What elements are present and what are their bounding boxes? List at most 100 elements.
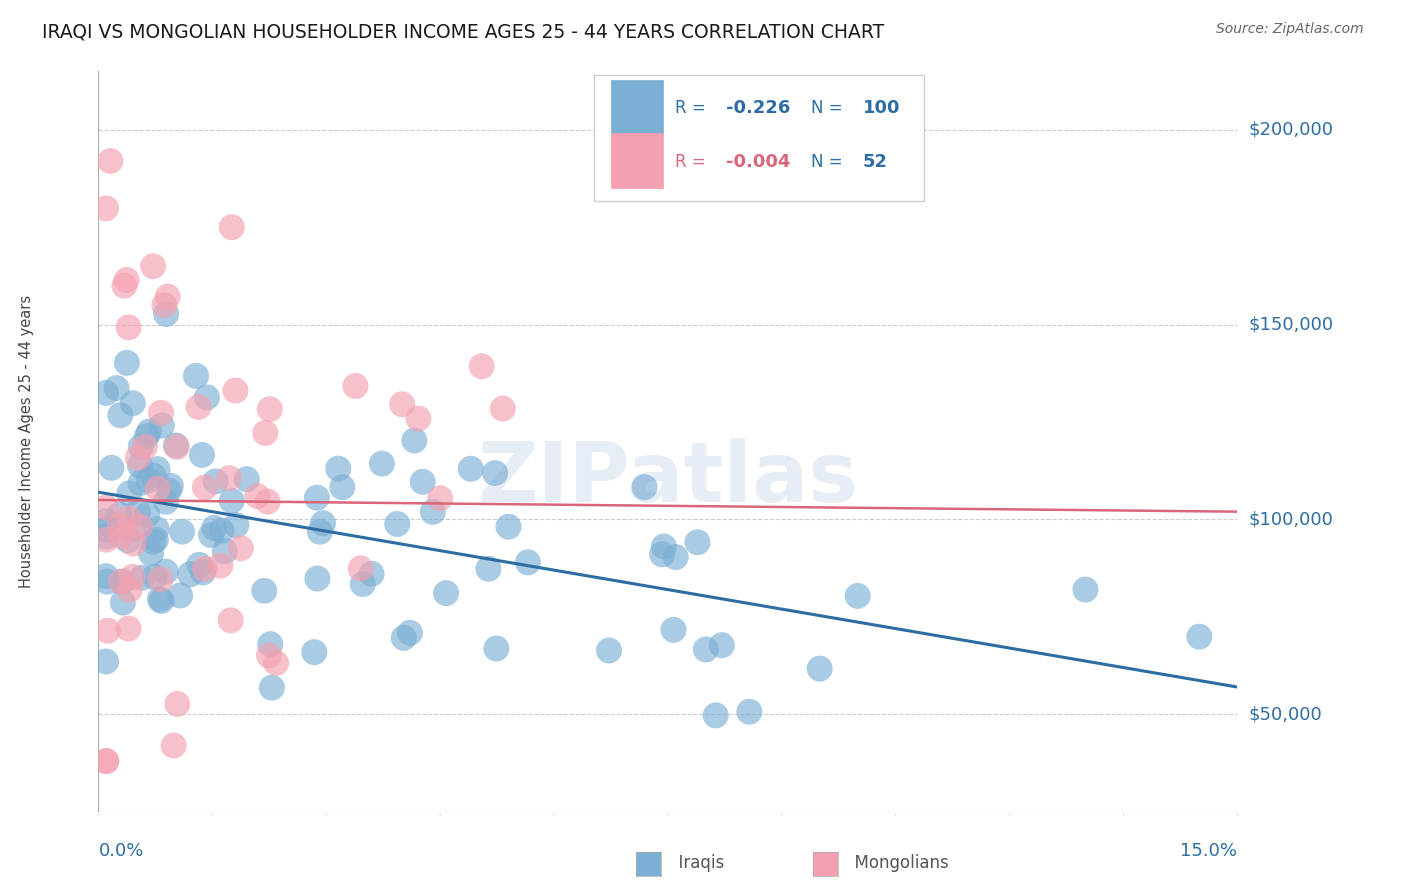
Text: 100: 100: [863, 99, 900, 118]
Point: [516, 555, 538, 569]
Point: [100, 153, 122, 168]
Point: [155, 307, 177, 321]
Point: [257, 648, 280, 663]
Point: [498, 519, 520, 533]
Point: [142, 468, 165, 483]
Point: [155, 565, 177, 579]
Text: $200,000: $200,000: [1249, 120, 1333, 139]
Point: [330, 480, 353, 494]
Point: [149, 592, 172, 607]
Point: [695, 642, 717, 657]
Point: [328, 461, 350, 475]
Point: [256, 494, 278, 508]
Point: [118, 486, 141, 500]
Point: [350, 561, 373, 575]
Text: Mongolians: Mongolians: [823, 855, 948, 872]
Point: [165, 438, 187, 452]
Point: [344, 379, 367, 393]
Point: [136, 429, 159, 443]
Point: [391, 397, 413, 411]
Point: [146, 462, 169, 476]
Point: [598, 643, 620, 657]
Text: ZIPatlas: ZIPatlas: [478, 438, 858, 519]
Point: [312, 516, 335, 531]
Point: [651, 547, 673, 561]
Point: [94, 530, 117, 544]
Point: [145, 522, 167, 536]
Point: [1188, 630, 1211, 644]
Point: [225, 518, 247, 533]
Text: $50,000: $50,000: [1249, 706, 1322, 723]
Point: [115, 356, 138, 370]
Point: [484, 466, 506, 480]
Point: [460, 461, 482, 475]
Point: [170, 524, 193, 539]
Point: [1074, 582, 1097, 597]
Point: [422, 505, 444, 519]
Point: [305, 491, 328, 505]
FancyBboxPatch shape: [593, 75, 924, 201]
Text: -0.004: -0.004: [725, 153, 790, 170]
Point: [129, 475, 152, 490]
Point: [94, 500, 117, 515]
Point: [111, 574, 134, 589]
Point: [111, 596, 134, 610]
Point: [94, 385, 117, 400]
Point: [485, 641, 508, 656]
Point: [94, 202, 117, 216]
Point: [229, 541, 252, 556]
Point: [187, 400, 209, 414]
Text: R =: R =: [675, 99, 710, 118]
Point: [221, 493, 243, 508]
Point: [179, 567, 201, 582]
Point: [94, 522, 117, 536]
Text: R =: R =: [675, 153, 710, 170]
Text: Iraqis: Iraqis: [647, 855, 724, 872]
Text: Source: ZipAtlas.com: Source: ZipAtlas.com: [1216, 22, 1364, 37]
Point: [202, 521, 225, 535]
Point: [100, 460, 122, 475]
Point: [194, 480, 217, 494]
Point: [392, 631, 415, 645]
Point: [96, 574, 118, 589]
Point: [254, 425, 277, 440]
Point: [211, 524, 233, 538]
Point: [138, 425, 160, 439]
Point: [188, 558, 211, 572]
Point: [408, 411, 430, 425]
Point: [127, 505, 149, 519]
Point: [387, 516, 409, 531]
Point: [184, 368, 207, 383]
FancyBboxPatch shape: [612, 133, 664, 187]
Point: [96, 754, 118, 768]
Text: -0.226: -0.226: [725, 99, 790, 118]
Point: [94, 514, 117, 528]
Point: [121, 396, 143, 410]
Point: [129, 458, 152, 473]
Point: [105, 381, 128, 395]
Point: [157, 483, 180, 498]
Point: [117, 622, 139, 636]
Point: [150, 418, 173, 433]
Point: [260, 681, 283, 695]
Point: [846, 589, 869, 603]
Point: [704, 708, 727, 723]
Text: $150,000: $150,000: [1249, 316, 1333, 334]
Point: [150, 406, 173, 420]
Point: [360, 566, 382, 581]
Point: [155, 495, 177, 509]
FancyBboxPatch shape: [612, 79, 664, 135]
Text: N =: N =: [811, 153, 844, 170]
Point: [121, 570, 143, 584]
Point: [236, 472, 259, 486]
Point: [219, 613, 242, 627]
Text: Householder Income Ages 25 - 44 years: Householder Income Ages 25 - 44 years: [18, 295, 34, 588]
Point: [149, 572, 172, 586]
Point: [304, 645, 326, 659]
Point: [153, 298, 176, 312]
Text: 0.0%: 0.0%: [98, 842, 143, 860]
Point: [209, 558, 232, 573]
Point: [434, 586, 457, 600]
Point: [404, 434, 426, 448]
Point: [166, 440, 188, 454]
